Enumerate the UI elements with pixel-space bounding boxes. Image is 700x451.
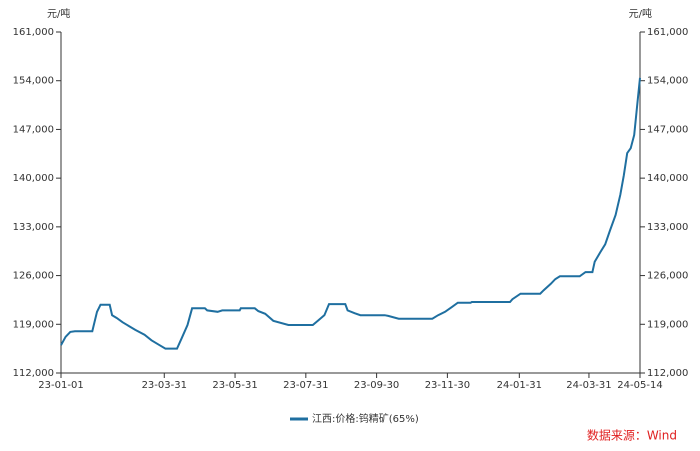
y2-tick-label: 140,000	[647, 173, 688, 184]
y-tick-label: 140,000	[13, 173, 54, 184]
y2-tick-label: 154,000	[647, 76, 688, 87]
x-tick-label: 24-03-31	[566, 380, 611, 391]
x-tick-label: 23-01-01	[38, 380, 83, 391]
x-tick-label: 23-09-30	[354, 380, 399, 391]
x-tick-label: 23-03-31	[142, 380, 187, 391]
y2-tick-label: 133,000	[647, 222, 688, 233]
x-tick-label: 23-05-31	[212, 380, 257, 391]
y2-tick-label: 119,000	[647, 319, 688, 330]
y2-tick-label: 161,000	[647, 27, 688, 38]
y-tick-label: 161,000	[13, 27, 54, 38]
y-tick-label: 147,000	[13, 124, 54, 135]
x-tick-label: 24-05-14	[617, 380, 662, 391]
y-tick-label: 112,000	[13, 368, 54, 379]
source-note: 数据来源：Wind	[587, 428, 677, 443]
legend-label: 江西:价格:钨精矿(65%)	[312, 412, 419, 425]
y-unit: 元/吨	[47, 7, 70, 20]
x-tick-label: 23-07-31	[283, 380, 328, 391]
y2-tick-label: 112,000	[647, 368, 688, 379]
y-tick-label: 119,000	[13, 319, 54, 330]
x-tick-label: 23-11-30	[425, 380, 470, 391]
y-tick-label: 154,000	[13, 76, 54, 87]
y-tick-label: 133,000	[13, 222, 54, 233]
y-tick-label: 126,000	[13, 271, 54, 282]
line-series	[60, 77, 641, 350]
y2-unit: 元/吨	[629, 7, 652, 20]
x-tick-label: 24-01-31	[497, 380, 542, 391]
y2-tick-label: 126,000	[647, 271, 688, 282]
y2-tick-label: 147,000	[647, 124, 688, 135]
